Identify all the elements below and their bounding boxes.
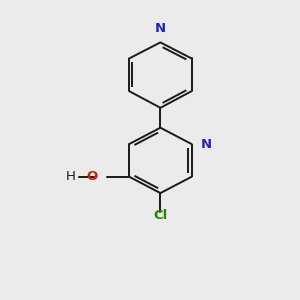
Text: Cl: Cl (153, 209, 167, 222)
Text: N: N (200, 138, 212, 151)
Text: O: O (86, 170, 98, 183)
Text: H: H (66, 170, 76, 183)
Text: N: N (155, 22, 166, 35)
